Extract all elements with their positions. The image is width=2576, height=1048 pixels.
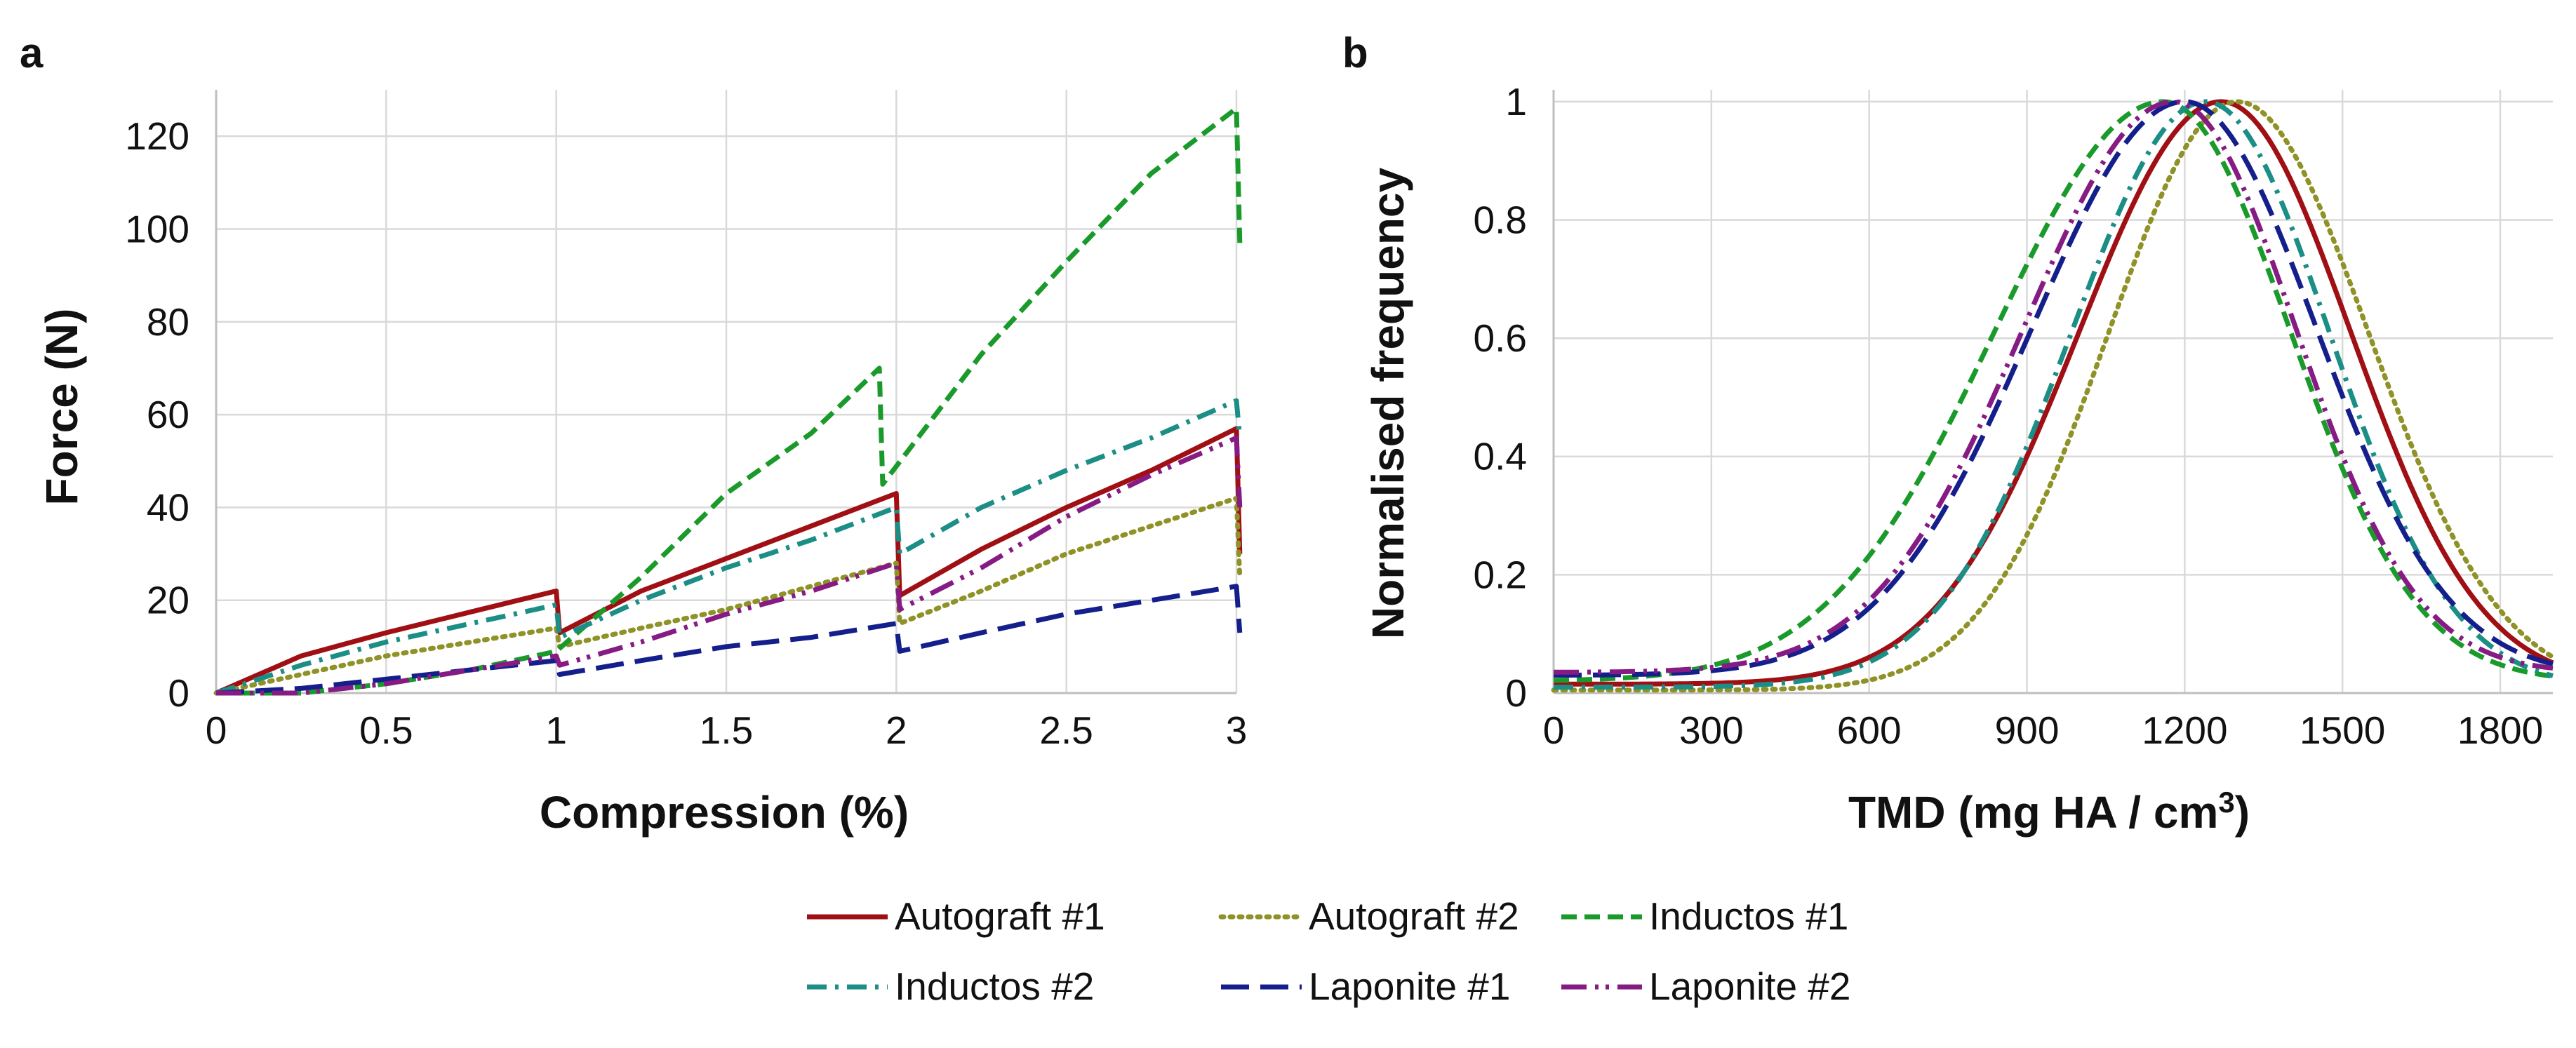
x-tick-label: 600 [1837, 708, 1902, 752]
panel-label-a: a [20, 29, 44, 76]
series-line-inductos-1 [1553, 99, 2554, 683]
legend-item-laponite-1: Laponite #1 [1221, 965, 1511, 1008]
y-ticks-a: 0 20 40 60 80 100 120 [125, 114, 189, 715]
legend-item-laponite-2: Laponite #2 [1561, 965, 1851, 1008]
x-tick-label: 0 [1543, 708, 1565, 752]
legend-label: Autograft #2 [1309, 894, 1519, 938]
y-tick-label: 0 [168, 671, 189, 715]
legend-label: Inductos #1 [1649, 894, 1848, 938]
x-axis-label-a: Compression (%) [540, 787, 909, 838]
legend-label: Laponite #1 [1309, 965, 1511, 1008]
series-line-inductos-2 [215, 398, 1243, 696]
y-tick-label: 60 [147, 393, 189, 436]
x-tick-label: 1 [545, 708, 567, 752]
x-tick-label: 1200 [2142, 708, 2227, 752]
y-tick-label: 120 [125, 114, 189, 158]
series-line-autograft-1 [215, 426, 1243, 696]
series-a [213, 106, 1243, 696]
chart-panel-a: a 0 0.5 1 1.5 2 2.5 3 0 20 40 60 80 100 120 Compress… [20, 29, 1247, 838]
series-line-inductos-1 [216, 106, 1243, 696]
legend-item-autograft-2: Autograft #2 [1218, 894, 1519, 938]
y-tick-label: 0.8 [1474, 198, 1527, 241]
grid-b [1554, 90, 2553, 693]
x-tick-label: 300 [1679, 708, 1744, 752]
legend-label: Inductos #2 [895, 965, 1094, 1008]
series-line-laponite-1 [1554, 99, 2554, 678]
x-tick-label: 1500 [2300, 708, 2385, 752]
legend-item-autograft-1: Autograft #1 [807, 894, 1105, 938]
axes-a [215, 90, 1236, 694]
x-axis-label-b: TMD (mg HA / cm3) [1848, 786, 2250, 838]
x-tick-label: 1.5 [700, 708, 753, 752]
series-b [1551, 99, 2556, 693]
y-axis-label-b: Normalised frequency [1363, 167, 1413, 639]
y-tick-label: 80 [147, 300, 189, 344]
x-tick-label: 2.5 [1039, 708, 1093, 752]
grid-a [216, 90, 1238, 693]
series-line-autograft-2 [1551, 99, 2556, 693]
superscript-3: 3 [2218, 786, 2234, 819]
x-tick-label: 1800 [2457, 708, 2543, 752]
y-tick-label: 20 [147, 579, 189, 622]
x-tick-label: 0.5 [359, 708, 413, 752]
legend-item-inductos-2: Inductos #2 [807, 965, 1094, 1008]
x-tick-label: 900 [1995, 708, 2060, 752]
y-tick-label: 0.6 [1474, 316, 1527, 360]
legend-label: Laponite #2 [1649, 965, 1851, 1008]
x-tick-label: 2 [886, 708, 907, 752]
x-ticks-b: 0 300 600 900 1200 1500 1800 [1543, 708, 2544, 752]
legend: Autograft #1 Autograft #2 Inductos #1 Induc… [807, 894, 1851, 1008]
legend-item-inductos-1: Inductos #1 [1561, 894, 1848, 938]
series-line-autograft-1 [1554, 99, 2554, 687]
series-line-inductos-2 [1554, 99, 2554, 690]
legend-label: Autograft #1 [895, 894, 1105, 938]
y-ticks-b: 0 0.2 0.4 0.6 0.8 1 [1474, 80, 1527, 715]
x-tick-label: 3 [1226, 708, 1248, 752]
y-tick-label: 1 [1505, 80, 1527, 123]
y-tick-label: 0.2 [1474, 553, 1527, 596]
x-ticks-a: 0 0.5 1 1.5 2 2.5 3 [206, 708, 1248, 752]
y-tick-label: 40 [147, 485, 189, 529]
x-axis-label-b-text: TMD (mg HA / cm [1848, 787, 2218, 838]
series-line-laponite-2 [216, 435, 1243, 696]
y-tick-label: 0.4 [1474, 435, 1527, 478]
x-axis-label-b-close: ) [2235, 787, 2250, 838]
y-tick-label: 0 [1505, 671, 1527, 715]
series-line-autograft-2 [213, 495, 1243, 696]
chart-panel-b: b 0 300 600 900 1200 1500 1800 00.20.40.60.81 … [1342, 29, 2556, 838]
y-tick-label: 100 [125, 207, 189, 250]
y-axis-label-a: Force (N) [36, 309, 87, 506]
x-tick-label: 0 [206, 708, 227, 752]
axes-b [1552, 90, 2553, 694]
panel-label-b: b [1342, 29, 1368, 76]
